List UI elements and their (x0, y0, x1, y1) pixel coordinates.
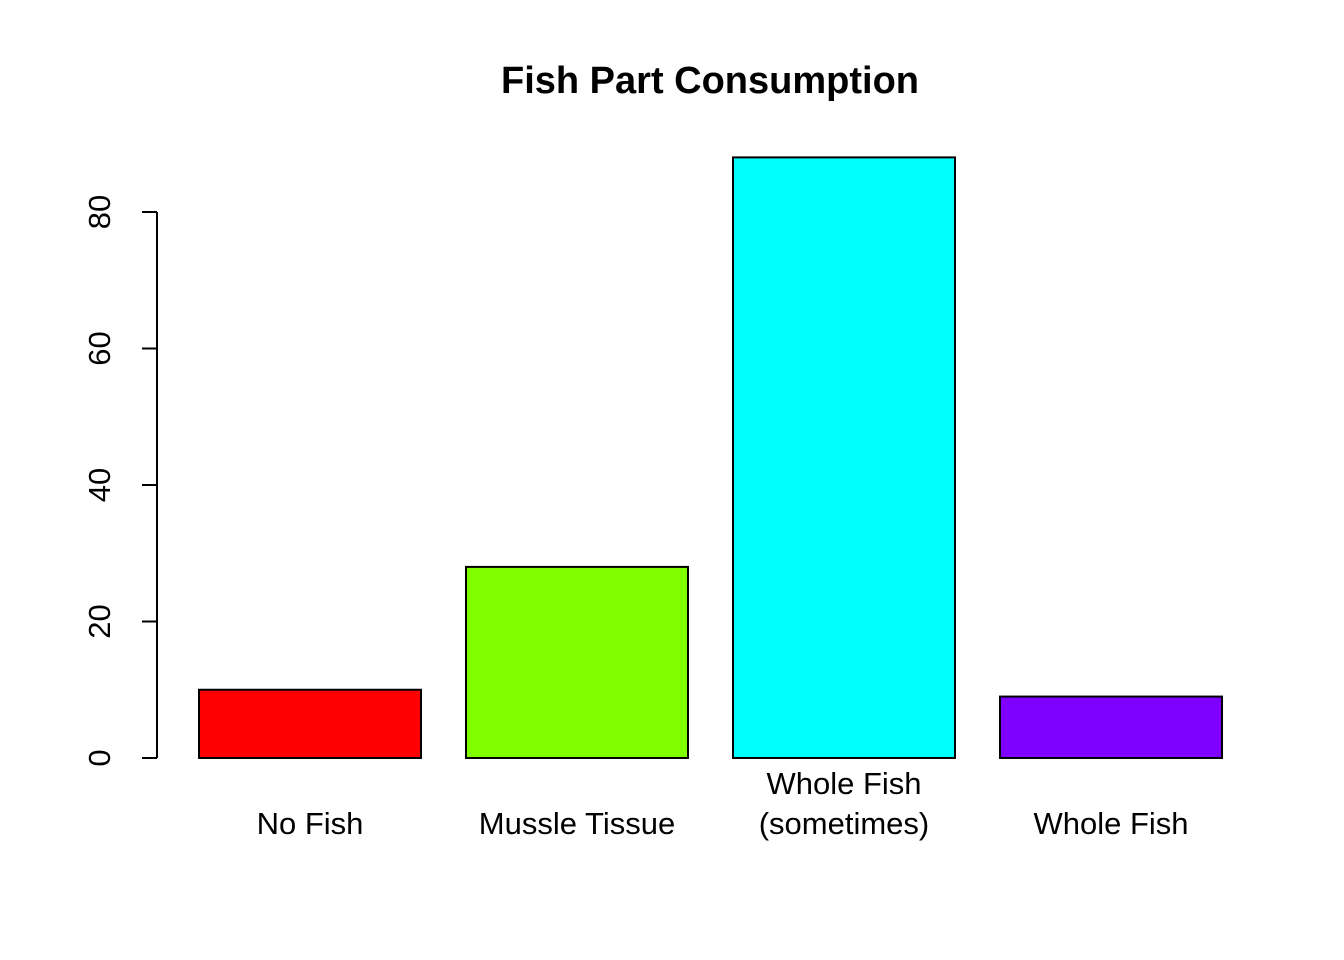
bar (732, 156, 956, 759)
y-axis: 0 20 40 60 80 (82, 195, 158, 767)
bar (198, 688, 422, 759)
x-category-label: Mussle Tissue (479, 806, 675, 841)
x-category-label: No Fish (257, 806, 364, 841)
bar (999, 695, 1223, 760)
x-category-label: (sometimes) (759, 806, 930, 841)
y-tick-label: 80 (82, 195, 117, 229)
y-tick-label: 60 (82, 331, 117, 365)
chart-title: Fish Part Consumption (501, 60, 919, 102)
x-axis-labels: No Fish Mussle Tissue Whole Fish (sometimes… (257, 766, 1189, 841)
y-tick-label: 0 (82, 749, 117, 766)
y-tick-label: 40 (82, 468, 117, 502)
bars (198, 156, 1223, 760)
x-category-label: Whole Fish (766, 766, 921, 801)
x-category-label: Whole Fish (1033, 806, 1188, 841)
y-tick-label: 20 (82, 604, 117, 638)
bar (465, 565, 689, 760)
